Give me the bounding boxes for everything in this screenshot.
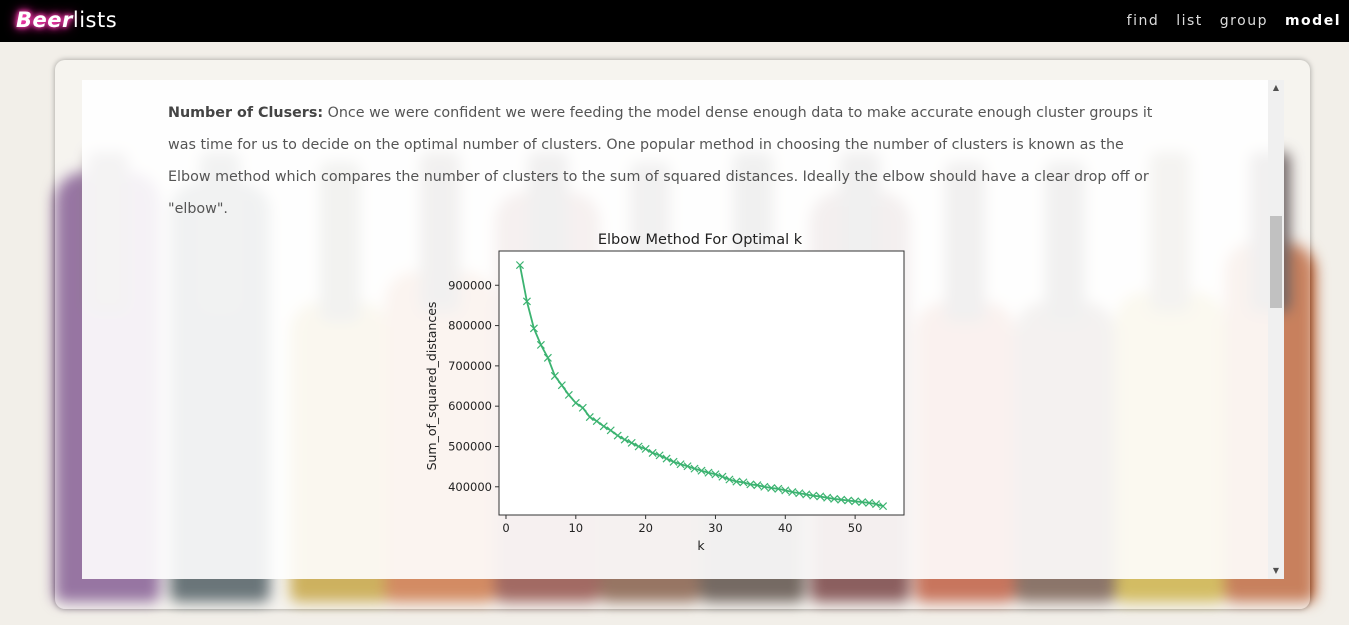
nav-link-list[interactable]: list xyxy=(1176,13,1203,29)
data-point-marker xyxy=(550,371,559,380)
data-point-marker xyxy=(669,457,678,466)
data-point-marker xyxy=(515,261,524,270)
data-point-marker xyxy=(697,466,706,475)
data-point-marker xyxy=(858,498,867,507)
section-paragraph: Number of Clusers: Once we were confiden… xyxy=(168,97,1168,225)
data-point-marker xyxy=(620,435,629,444)
data-point-marker xyxy=(725,475,734,484)
x-tick-label: 30 xyxy=(708,521,723,535)
nav-link-group[interactable]: group xyxy=(1219,13,1268,29)
data-point-marker xyxy=(606,426,615,435)
vertical-scrollbar[interactable]: ▲ ▼ xyxy=(1268,80,1284,579)
y-tick-label: 600000 xyxy=(448,399,492,413)
data-point-marker xyxy=(683,462,692,471)
x-tick-label: 50 xyxy=(848,521,863,535)
data-point-marker xyxy=(655,451,664,460)
scroll-down-arrow-icon[interactable]: ▼ xyxy=(1272,566,1280,575)
data-point-marker xyxy=(732,477,741,486)
data-point-marker xyxy=(844,496,853,505)
scroll-pane[interactable]: Number of Clusers: Once we were confiden… xyxy=(82,80,1284,579)
nav-link-find[interactable]: find xyxy=(1126,13,1160,29)
chart-x-axis-label: k xyxy=(697,538,705,553)
scrollbar-thumb[interactable] xyxy=(1270,216,1282,308)
data-point-marker xyxy=(711,470,720,479)
data-point-marker xyxy=(781,486,790,495)
data-point-marker xyxy=(823,493,832,502)
data-point-marker xyxy=(802,490,811,499)
chart-title: Elbow Method For Optimal k xyxy=(598,232,803,248)
data-point-marker xyxy=(536,340,545,349)
data-point-marker xyxy=(690,464,699,473)
x-tick-label: 20 xyxy=(638,521,653,535)
data-point-marker xyxy=(851,497,860,506)
data-point-marker xyxy=(809,491,818,500)
data-point-marker xyxy=(543,353,552,362)
data-point-marker xyxy=(872,500,881,509)
brand-logo-bold: Beer xyxy=(16,8,73,32)
section-text: Once we were confident we were feeding t… xyxy=(168,105,1153,217)
data-point-marker xyxy=(746,480,755,489)
data-point-marker xyxy=(627,438,636,447)
data-point-marker xyxy=(788,488,797,497)
data-point-marker xyxy=(830,494,839,503)
chart-y-axis-label: Sum_of_squared_distances xyxy=(424,302,439,471)
data-point-marker xyxy=(816,492,825,501)
x-tick-label: 40 xyxy=(778,521,793,535)
data-point-marker xyxy=(865,498,874,507)
y-tick-label: 400000 xyxy=(448,480,492,494)
data-point-marker xyxy=(739,478,748,487)
data-point-marker xyxy=(585,413,594,422)
data-point-marker xyxy=(704,468,713,477)
data-point-marker xyxy=(774,484,783,493)
y-tick-label: 500000 xyxy=(448,439,492,453)
data-point-marker xyxy=(879,502,888,511)
data-point-marker xyxy=(529,324,538,333)
data-point-marker xyxy=(578,403,587,412)
nav-links: find list group model xyxy=(1127,13,1341,29)
y-tick-label: 700000 xyxy=(448,359,492,373)
data-point-marker xyxy=(767,483,776,493)
brand-logo-rest: lists xyxy=(72,8,118,32)
elbow-chart: Elbow Method For Optimal k 0 10 20 30 40 50 40… xyxy=(424,232,905,553)
data-point-marker xyxy=(676,460,685,469)
data-point-marker xyxy=(613,431,622,440)
data-point-marker xyxy=(837,495,846,504)
scroll-up-arrow-icon[interactable]: ▲ xyxy=(1272,83,1280,92)
data-point-marker xyxy=(718,472,727,481)
data-point-marker xyxy=(641,444,650,453)
y-tick-label: 900000 xyxy=(448,278,492,292)
nav-link-model[interactable]: model xyxy=(1284,13,1341,29)
navbar: Beerlists find list group model xyxy=(0,0,1349,42)
data-point-marker xyxy=(753,481,762,490)
data-point-marker xyxy=(634,442,643,451)
section-heading: Number of Clusers: xyxy=(168,105,324,121)
x-tick-label: 10 xyxy=(568,521,583,535)
data-point-marker xyxy=(564,390,573,399)
data-point-marker xyxy=(662,454,671,463)
data-point-marker xyxy=(571,398,580,407)
x-tick-label: 0 xyxy=(502,521,509,535)
y-tick-label: 800000 xyxy=(448,319,492,333)
brand-logo[interactable]: Beerlists xyxy=(16,8,117,32)
data-point-marker xyxy=(522,297,531,306)
data-point-marker xyxy=(795,489,804,498)
data-point-marker xyxy=(599,422,608,431)
data-point-marker xyxy=(557,381,566,390)
data-point-marker xyxy=(592,417,601,426)
data-point-marker xyxy=(760,482,769,491)
data-point-marker xyxy=(648,448,657,457)
